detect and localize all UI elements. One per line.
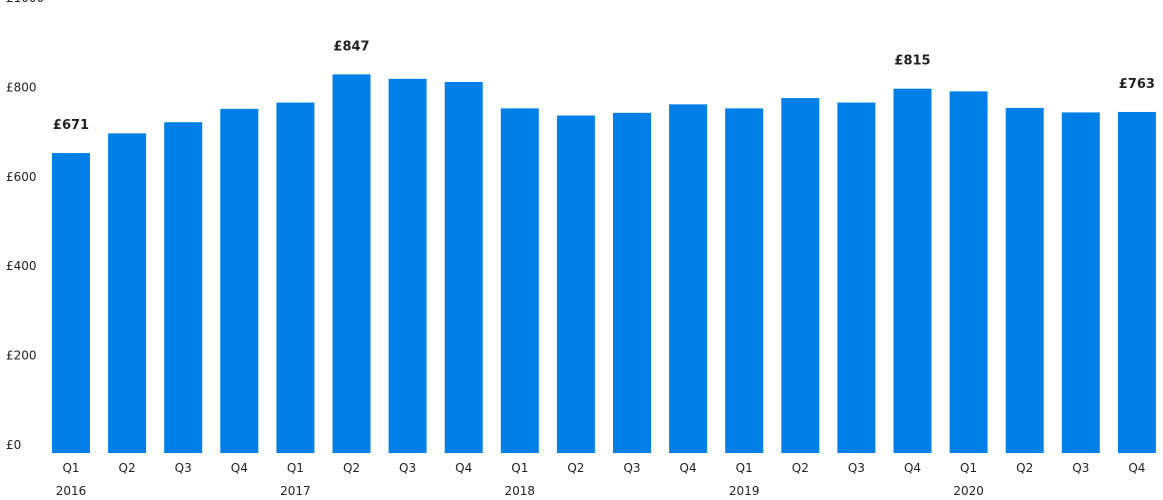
y-tick-label: £1000 bbox=[6, 0, 44, 5]
x-tick-label: Q4 bbox=[455, 461, 472, 475]
bar bbox=[444, 81, 483, 454]
bar bbox=[52, 153, 90, 454]
y-tick-label: £0 bbox=[6, 438, 21, 452]
x-tick-label: Q1 bbox=[62, 461, 79, 475]
year-labels: 2016 2017 2018 2019 2020 bbox=[56, 484, 984, 498]
year-label: 2017 bbox=[280, 484, 311, 498]
bar bbox=[837, 102, 876, 453]
bar bbox=[893, 88, 932, 453]
x-tick-label: Q2 bbox=[1016, 461, 1033, 475]
x-tick-label: Q2 bbox=[567, 461, 584, 475]
bar bbox=[276, 102, 315, 453]
bar bbox=[1061, 112, 1100, 454]
x-tick-label: Q4 bbox=[904, 461, 921, 475]
bar bbox=[949, 91, 988, 453]
bar bbox=[500, 108, 539, 453]
y-axis: £0 £200 £400 £600 £800 £1000 bbox=[6, 0, 44, 452]
bar bbox=[669, 104, 708, 453]
x-axis: Q1 Q2 Q3 Q4 Q1 Q2 Q3 Q4 Q1 Q2 Q3 Q4 Q1 Q2 Q3 Q4 Q1 Q2 Q3 Q4 bbox=[62, 461, 1145, 475]
x-tick-label: Q2 bbox=[119, 461, 136, 475]
data-labels: £671 £847 £815 £763 bbox=[53, 39, 1155, 133]
bar bbox=[1117, 111, 1156, 454]
x-tick-label: Q4 bbox=[680, 461, 697, 475]
x-tick-label: Q3 bbox=[848, 461, 865, 475]
bar bbox=[556, 115, 595, 453]
bar bbox=[1005, 107, 1044, 453]
data-label: £815 bbox=[894, 54, 930, 69]
x-tick-label: Q4 bbox=[231, 461, 248, 475]
x-tick-label: Q2 bbox=[792, 461, 809, 475]
x-tick-label: Q3 bbox=[399, 461, 416, 475]
bar bbox=[388, 78, 427, 454]
bar bbox=[725, 108, 764, 453]
x-tick-label: Q3 bbox=[623, 461, 640, 475]
x-tick-label: Q1 bbox=[960, 461, 977, 475]
x-tick-label: Q1 bbox=[287, 461, 304, 475]
x-tick-label: Q3 bbox=[1072, 461, 1089, 475]
bars bbox=[52, 74, 1156, 454]
y-tick-label: £400 bbox=[6, 259, 37, 273]
x-tick-label: Q2 bbox=[343, 461, 360, 475]
year-label: 2016 bbox=[56, 484, 87, 498]
bar bbox=[164, 122, 203, 453]
x-tick-label: Q1 bbox=[736, 461, 753, 475]
x-tick-label: Q1 bbox=[511, 461, 528, 475]
y-tick-label: £200 bbox=[6, 349, 37, 363]
bar bbox=[108, 133, 147, 453]
year-label: 2018 bbox=[505, 484, 536, 498]
x-tick-label: Q4 bbox=[1128, 461, 1145, 475]
data-label: £671 bbox=[53, 118, 89, 133]
bar bbox=[332, 74, 371, 454]
bar bbox=[781, 98, 820, 453]
y-tick-label: £800 bbox=[6, 80, 37, 94]
data-label: £763 bbox=[1119, 77, 1155, 92]
bar bbox=[613, 112, 651, 453]
data-label: £847 bbox=[333, 39, 369, 54]
year-label: 2020 bbox=[953, 484, 984, 498]
y-tick-label: £600 bbox=[6, 170, 37, 184]
x-tick-label: Q3 bbox=[175, 461, 192, 475]
bar bbox=[220, 108, 259, 453]
year-label: 2019 bbox=[729, 484, 760, 498]
